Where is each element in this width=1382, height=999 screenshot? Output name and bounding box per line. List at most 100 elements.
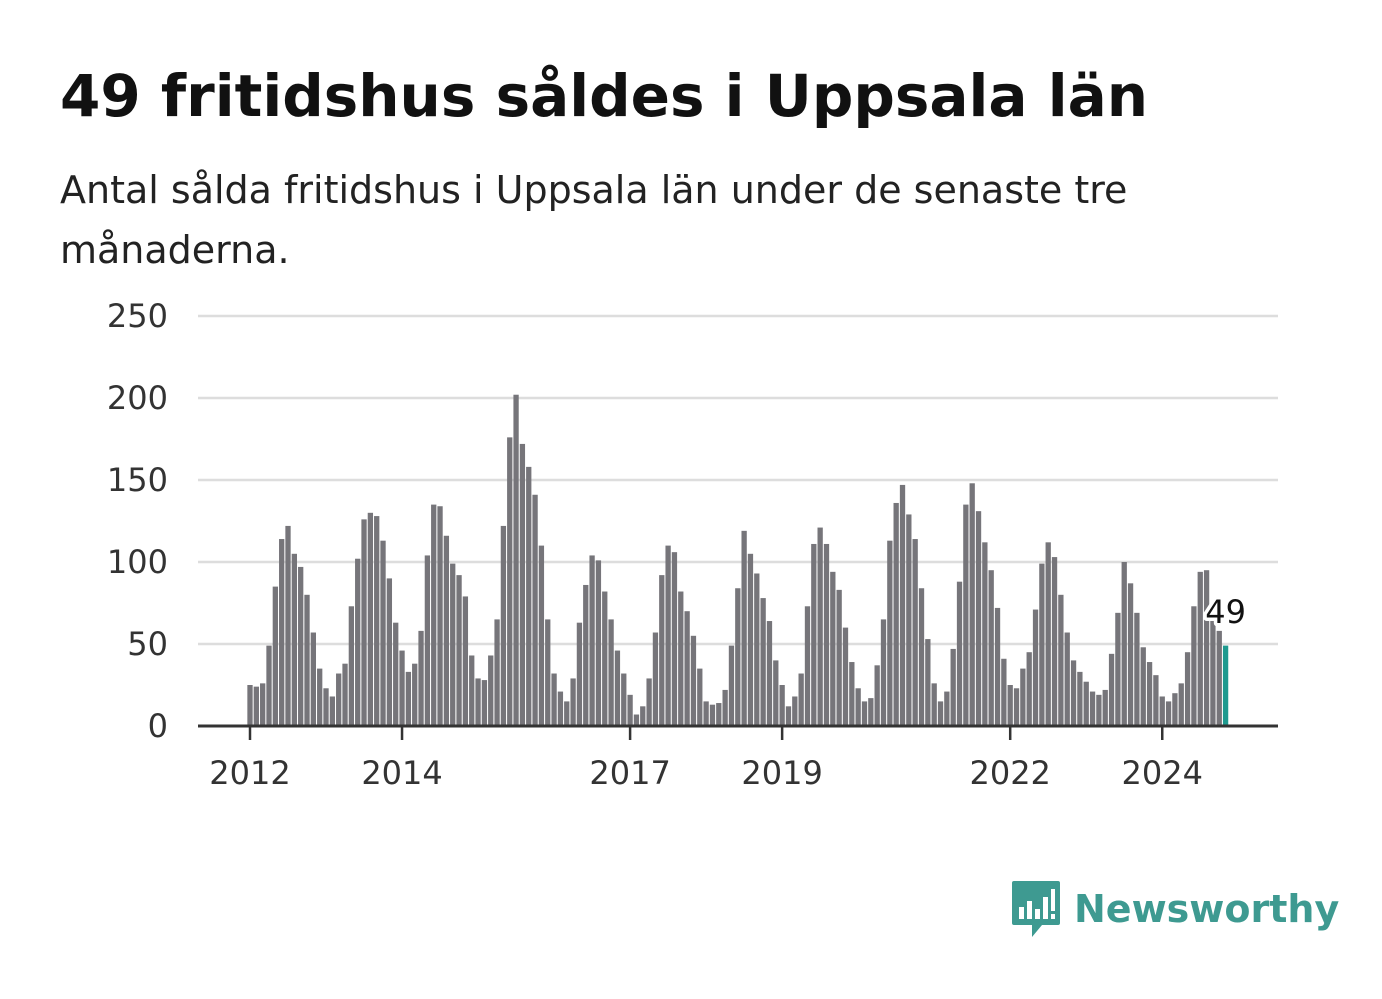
bar: [665, 545, 671, 726]
y-tick-label: 200: [107, 379, 168, 417]
bar: [393, 622, 399, 726]
bar: [247, 685, 253, 726]
x-tick-label: 2014: [361, 754, 442, 792]
bar: [355, 558, 361, 726]
bar: [564, 701, 570, 726]
bar: [944, 691, 950, 726]
bar: [418, 630, 424, 726]
bar: [272, 586, 278, 726]
bar: [722, 689, 728, 726]
bar: [811, 543, 817, 726]
x-tick-label: 2012: [209, 754, 290, 792]
bar: [709, 704, 716, 726]
bar: [906, 514, 912, 726]
bar: [462, 596, 469, 726]
bar: [1096, 694, 1102, 726]
bar: [969, 483, 975, 726]
bar: [519, 443, 526, 726]
bar: [716, 703, 722, 726]
bar: [741, 530, 747, 726]
bar: [823, 543, 830, 726]
bar: [918, 588, 925, 726]
bar: [1020, 668, 1026, 726]
bar: [304, 594, 310, 726]
bar: [443, 535, 450, 726]
bar: [861, 701, 868, 726]
bar: [291, 553, 297, 726]
bar: [671, 552, 678, 726]
bar-chart-speech-bubble-icon: [1012, 881, 1060, 937]
bar: [431, 504, 437, 726]
bar: [557, 691, 564, 726]
bar: [1102, 689, 1108, 726]
chart-title: 49 fritidshus såldes i Uppsala län: [60, 62, 1149, 130]
bar: [424, 555, 431, 726]
bar: [285, 525, 291, 726]
bar: [1108, 653, 1115, 726]
bar: [1153, 675, 1159, 726]
y-axis-ticks: 0 50 100 150 200 250: [107, 297, 168, 745]
bar: [1064, 632, 1070, 726]
bar: [342, 663, 348, 726]
bar: [1115, 612, 1121, 726]
bar: [494, 619, 500, 726]
bar: [1083, 681, 1089, 726]
bar: [361, 519, 367, 726]
x-tick-label: 2024: [1122, 754, 1203, 792]
bar: [760, 598, 766, 726]
bar: [754, 573, 760, 726]
bar: [507, 437, 513, 726]
bar: [652, 632, 659, 726]
bar: [982, 542, 988, 726]
bar: [735, 588, 741, 726]
bar: [842, 627, 849, 726]
bar: [336, 673, 342, 726]
bar: [766, 621, 773, 726]
bar: [1191, 606, 1197, 726]
bar: [1210, 617, 1216, 726]
bar: [659, 575, 665, 726]
bar: [963, 504, 969, 726]
bar: [874, 665, 880, 726]
bar: [488, 655, 494, 726]
bar: [380, 540, 386, 726]
bar: [912, 539, 918, 726]
bar: [1077, 671, 1083, 726]
bar: [481, 680, 488, 726]
bar: [279, 539, 285, 726]
bar: [937, 701, 944, 726]
bar: [608, 619, 614, 726]
bar: [450, 563, 456, 726]
bar: [621, 673, 627, 726]
bar: [298, 566, 304, 726]
bar: [975, 511, 982, 726]
bar: [469, 655, 475, 726]
bar: [880, 619, 887, 726]
bar: [798, 673, 804, 726]
bar: [887, 540, 893, 726]
x-tick-label: 2022: [969, 754, 1050, 792]
bar: [785, 706, 792, 726]
brand-name: Newsworthy: [1074, 887, 1340, 931]
bar: [1159, 696, 1165, 726]
bar: [836, 589, 842, 726]
y-tick-label: 150: [107, 461, 168, 499]
bar: [1165, 701, 1172, 726]
bars: [247, 394, 1229, 726]
brand-logo: Newsworthy: [1010, 878, 1339, 940]
bar: [310, 632, 316, 726]
bar: [1051, 557, 1058, 726]
bar: [348, 606, 355, 726]
bar: [931, 683, 937, 726]
bar: [329, 696, 336, 726]
bar: [868, 698, 874, 726]
bar: [1058, 594, 1064, 726]
bar: [1007, 685, 1013, 726]
bar: [456, 575, 462, 726]
bar: [1216, 630, 1222, 726]
bar: [697, 668, 703, 726]
bar: [1178, 683, 1184, 726]
bar: [988, 570, 994, 726]
bar-highlight: [1222, 645, 1229, 726]
bar: [367, 512, 374, 726]
